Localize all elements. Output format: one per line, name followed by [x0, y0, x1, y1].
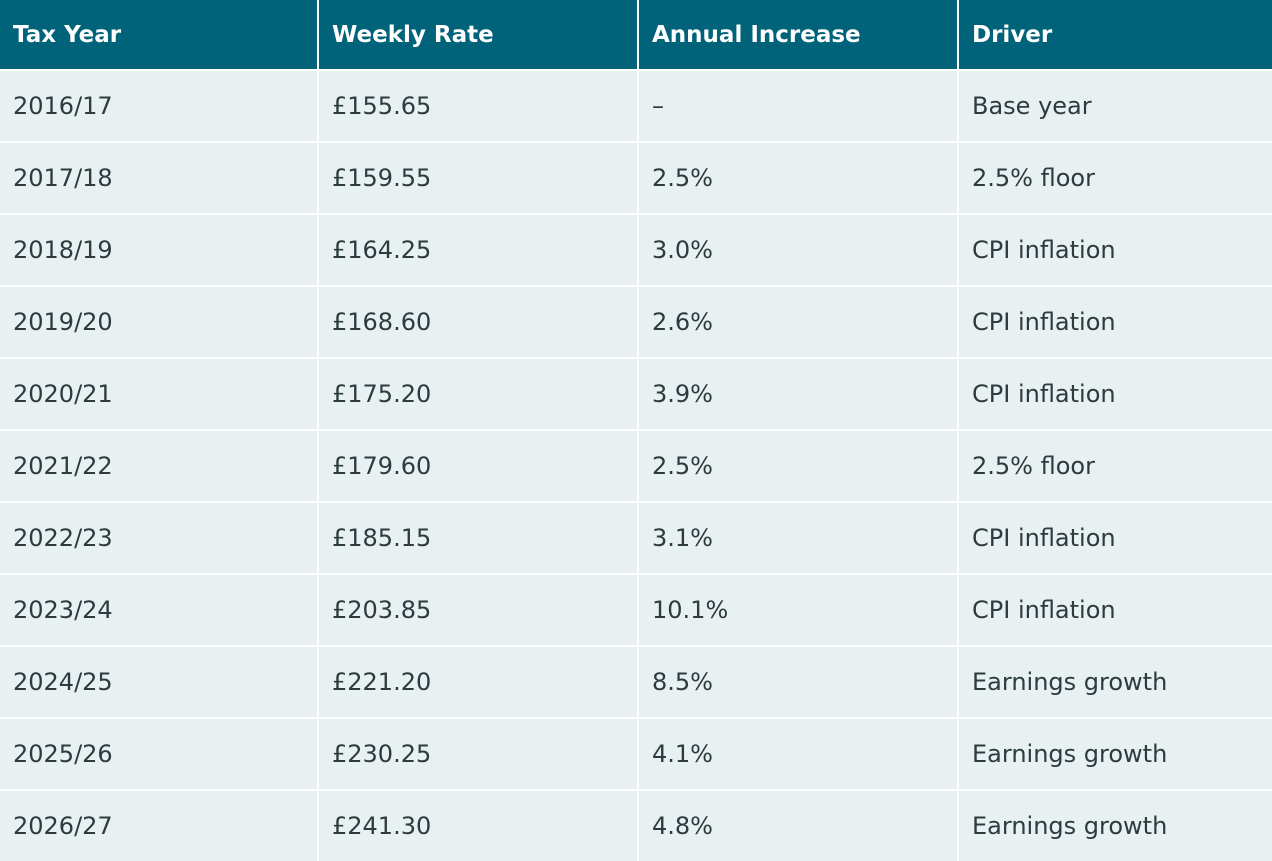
table-cell: £185.15: [319, 503, 637, 573]
table-cell: CPI inflation: [959, 215, 1272, 285]
table-cell: £179.60: [319, 431, 637, 501]
table-cell: £221.20: [319, 647, 637, 717]
table-cell: £175.20: [319, 359, 637, 429]
table-cell: 2019/20: [0, 287, 317, 357]
table-cell: 3.9%: [639, 359, 957, 429]
table-cell: 2026/27: [0, 791, 317, 861]
table-cell: £164.25: [319, 215, 637, 285]
table-cell: CPI inflation: [959, 287, 1272, 357]
table-cell: 2020/21: [0, 359, 317, 429]
table-cell: £159.55: [319, 143, 637, 213]
table-cell: 2018/19: [0, 215, 317, 285]
header-cell: Driver: [959, 0, 1272, 69]
table-cell: 2017/18: [0, 143, 317, 213]
table-cell: CPI inflation: [959, 503, 1272, 573]
table-cell: 4.8%: [639, 791, 957, 861]
table-cell: 2.5%: [639, 431, 957, 501]
table-cell: Earnings growth: [959, 791, 1272, 861]
table-cell: £241.30: [319, 791, 637, 861]
table-cell: Earnings growth: [959, 719, 1272, 789]
table-cell: 3.0%: [639, 215, 957, 285]
table-cell: 3.1%: [639, 503, 957, 573]
table-cell: Earnings growth: [959, 647, 1272, 717]
table-cell: 4.1%: [639, 719, 957, 789]
table-cell: 2.5%: [639, 143, 957, 213]
table-cell: 2.5% floor: [959, 431, 1272, 501]
table-cell: 8.5%: [639, 647, 957, 717]
table-cell: 2.5% floor: [959, 143, 1272, 213]
header-cell: Tax Year: [0, 0, 317, 69]
table-cell: CPI inflation: [959, 359, 1272, 429]
table-cell: £203.85: [319, 575, 637, 645]
header-cell: Weekly Rate: [319, 0, 637, 69]
table-cell: 2025/26: [0, 719, 317, 789]
table-cell: 2016/17: [0, 71, 317, 141]
table-cell: 2.6%: [639, 287, 957, 357]
table-cell: –: [639, 71, 957, 141]
table-cell: 2024/25: [0, 647, 317, 717]
table-cell: 2022/23: [0, 503, 317, 573]
table-cell: 10.1%: [639, 575, 957, 645]
table-cell: £155.65: [319, 71, 637, 141]
table-cell: CPI inflation: [959, 575, 1272, 645]
header-cell: Annual Increase: [639, 0, 957, 69]
table-cell: 2023/24: [0, 575, 317, 645]
table-cell: 2021/22: [0, 431, 317, 501]
table-cell: £168.60: [319, 287, 637, 357]
table-cell: £230.25: [319, 719, 637, 789]
table-cell: Base year: [959, 71, 1272, 141]
